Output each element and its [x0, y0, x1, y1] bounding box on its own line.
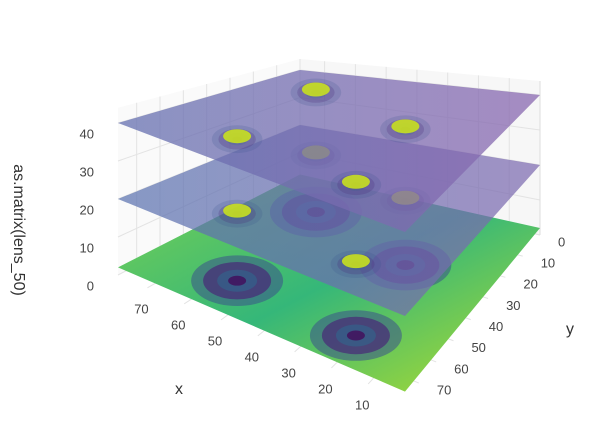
y-tick-label: 70 — [437, 383, 451, 398]
surface-peak — [301, 82, 330, 97]
surface-ring — [346, 330, 365, 341]
y-tick-label: 0 — [558, 234, 565, 249]
x-tick-label: 30 — [281, 365, 295, 380]
y-tick-label: 40 — [489, 319, 503, 334]
surface-peak — [223, 129, 252, 144]
x-axis-title: x — [175, 381, 183, 398]
surface-peak — [223, 203, 252, 218]
y-tick-label: 30 — [506, 298, 520, 313]
z-tick-label: 10 — [80, 240, 94, 255]
y-tick-label: 20 — [523, 277, 537, 292]
x-tick-label: 70 — [134, 301, 148, 316]
y-tick-label: 60 — [454, 361, 468, 376]
y-tick-label: 50 — [471, 340, 485, 355]
z-axis-title: as.matrix(lens_50) — [10, 164, 27, 296]
z-tick-label: 30 — [80, 164, 94, 179]
y-tick-label: 10 — [541, 256, 555, 271]
x-tick-label: 40 — [245, 349, 259, 364]
z-tick-label: 20 — [80, 202, 94, 217]
x-tick-label: 20 — [318, 381, 332, 396]
y-axis-title: y — [566, 321, 574, 338]
surface-peak — [341, 174, 370, 189]
surface — [118, 70, 540, 232]
z-tick-label: 0 — [87, 278, 94, 293]
z-tick-label: 40 — [80, 126, 94, 141]
surface-peak — [391, 119, 420, 134]
surface-ring — [228, 275, 247, 286]
x-tick-label: 50 — [208, 333, 222, 348]
surface-peak — [341, 254, 370, 269]
x-tick-label: 10 — [355, 397, 369, 412]
x-tick-label: 60 — [171, 317, 185, 332]
